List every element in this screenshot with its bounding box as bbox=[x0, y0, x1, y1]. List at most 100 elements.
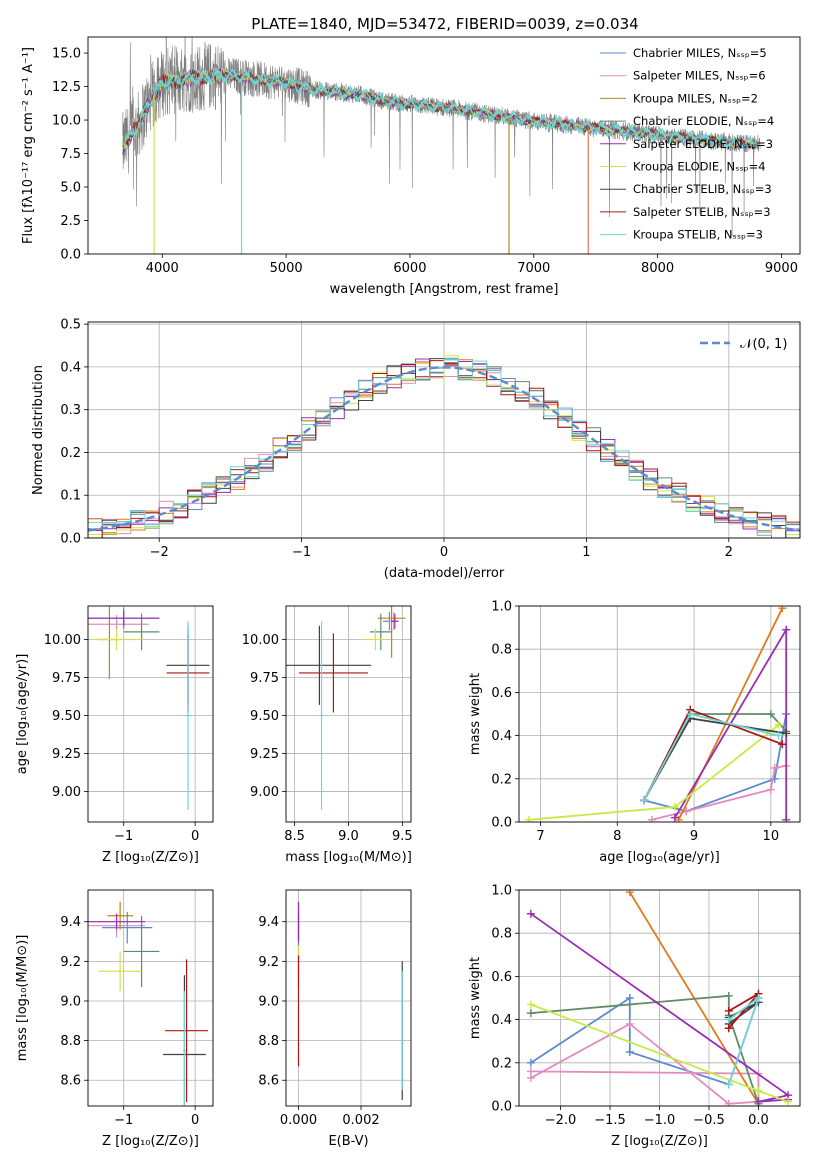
weight-series-3 bbox=[530, 994, 760, 1105]
mass-vs-Z-xtick-label: −1 bbox=[114, 1113, 133, 1128]
residuals-ylabel: Normed distribution bbox=[31, 365, 46, 495]
weight-series-5 bbox=[528, 724, 780, 821]
weight-marker-1 bbox=[625, 1019, 634, 1028]
weight-marker-0 bbox=[625, 1048, 634, 1056]
residuals-xtick-label: −2 bbox=[150, 545, 169, 560]
weight-marker-4 bbox=[526, 909, 535, 918]
spectrum-axes: 4000 5000 6000 7000 8000 9000 0.0 2.5 5.0 7.5 10.0… bbox=[21, 36, 801, 297]
age-vs-Z-xtick-label: −1 bbox=[114, 829, 133, 844]
axes-frame bbox=[87, 605, 214, 823]
weight-vs-age-ytick-label: 0.4 bbox=[491, 729, 512, 744]
model-spectrum-5 bbox=[122, 67, 757, 150]
weight-vs-age-ytick-label: 0.6 bbox=[491, 686, 512, 701]
model-spectrum-8 bbox=[122, 67, 757, 150]
spectrum-ytick-label: 2.5 bbox=[60, 214, 81, 229]
weight-vs-age-xtick-label: 8 bbox=[613, 829, 621, 844]
spectrum-ytick-label: 0.0 bbox=[60, 248, 81, 263]
mass-vs-EBV-ytick-label: 9.2 bbox=[258, 955, 279, 970]
mass-vs-Z-ytick-label: 9.0 bbox=[60, 994, 81, 1009]
weight-marker-1 bbox=[770, 764, 779, 772]
spectrum-ylabel: Flux [fλ10⁻¹⁷ erg cm⁻² s⁻¹ A⁻¹] bbox=[21, 47, 36, 244]
weight-marker-4 bbox=[754, 1097, 763, 1106]
spectrum-ytick-label: 7.5 bbox=[60, 147, 81, 162]
age-vs-Z-ytick-label: 9.75 bbox=[52, 671, 81, 686]
residuals-ytick-label: 0.1 bbox=[60, 489, 81, 504]
weight-vs-age-xtick-label: 9 bbox=[690, 829, 698, 844]
weight-vs-Z-xtick-label: −0.5 bbox=[693, 1113, 725, 1128]
spectrum-ytick-label: 10.0 bbox=[52, 114, 81, 129]
weight-series-1 bbox=[530, 1022, 760, 1105]
residuals-ytick-label: 0.0 bbox=[60, 532, 81, 547]
weight-marker-8 bbox=[774, 731, 783, 740]
legend-label: Kroupa MILES, Nₛₛₚ=2 bbox=[633, 91, 758, 105]
mass-vs-Z-ytick-label: 9.2 bbox=[60, 955, 81, 970]
spectrum-xtick-label: 8000 bbox=[641, 261, 674, 276]
weight-vs-Z-ytick-label: 0.2 bbox=[491, 1056, 512, 1071]
residuals-xlabel: (data-model)/error bbox=[384, 566, 505, 581]
age-vs-Z-plot-area bbox=[88, 606, 210, 810]
weight-vs-Z-xlabel: Z [log₁₀(Z/Z⊙)] bbox=[611, 1134, 708, 1149]
age-vs-Z-ytick-label: 10.00 bbox=[44, 633, 81, 648]
weight-vs-Z-axes: −2.0 −1.5 −1.0 −0.5 0.0 0.0 0.2 0.4 0.6 0.8 1.0 Z [… bbox=[468, 884, 801, 1149]
mass-vs-Z-plot-area bbox=[88, 901, 208, 1106]
age-vs-Z-xlabel: Z [log₁₀(Z/Z⊙)] bbox=[102, 850, 199, 865]
mass-vs-Z-xlabel: Z [log₁₀(Z/Z⊙)] bbox=[102, 1134, 199, 1149]
residuals-axes: −2 −1 0 1 2 0.0 0.1 0.2 0.3 0.4 0.5 (data-model)/er… bbox=[31, 318, 801, 581]
weight-vs-age-ytick-label: 0.2 bbox=[491, 772, 512, 787]
weight-marker-3 bbox=[526, 1009, 535, 1018]
age-vs-mass-xtick-label: 9.0 bbox=[338, 829, 359, 844]
axes-frame bbox=[87, 889, 214, 1107]
residuals-xtick-label: 1 bbox=[582, 545, 590, 560]
weight-marker-5 bbox=[524, 815, 533, 822]
weight-marker-6 bbox=[782, 729, 791, 738]
legend-label: Salpeter STELIB, Nₛₛₚ=3 bbox=[633, 205, 771, 219]
weight-marker-4 bbox=[782, 815, 791, 822]
mass-vs-Z-axes: −1 0 8.6 8.8 9.0 9.2 9.4 Z [log₁₀(Z/Z⊙)] mass [l… bbox=[15, 889, 214, 1149]
weight-marker-1 bbox=[724, 1099, 733, 1106]
weight-marker-8 bbox=[754, 994, 763, 1002]
age-vs-mass-xtick-label: 8.5 bbox=[284, 829, 305, 844]
axes-frame bbox=[285, 605, 412, 823]
legend-label: Kroupa ELODIE, Nₛₛₚ=4 bbox=[633, 160, 766, 174]
spectrum-xtick-label: 6000 bbox=[393, 261, 426, 276]
spectrum-xtick-label: 5000 bbox=[270, 261, 303, 276]
mass-vs-EBV-ytick-label: 9.0 bbox=[258, 994, 279, 1009]
age-vs-Z-axes: −1 0 9.00 9.25 9.50 9.75 10.00 Z [log₁₀(Z/Z⊙)] a… bbox=[15, 605, 214, 865]
weight-vs-age-xtick-label: 7 bbox=[536, 829, 544, 844]
weight-vs-Z-ytick-label: 0.4 bbox=[491, 1013, 512, 1028]
age-vs-Z-ytick-label: 9.50 bbox=[52, 709, 81, 724]
mass-vs-EBV-ytick-label: 9.4 bbox=[258, 915, 279, 930]
weight-vs-age-ytick-label: 1.0 bbox=[491, 600, 512, 615]
spectrum-plot-area bbox=[122, 37, 761, 254]
weight-vs-Z-ytick-label: 0.6 bbox=[491, 970, 512, 985]
mass-vs-EBV-xtick-label: 0.000 bbox=[280, 1113, 317, 1128]
age-vs-mass-ytick-label: 9.50 bbox=[250, 709, 279, 724]
weight-marker-1 bbox=[647, 815, 656, 822]
spectrum-ytick-label: 15.0 bbox=[52, 47, 81, 62]
mass-vs-EBV-ytick-label: 8.6 bbox=[258, 1074, 279, 1089]
mass-vs-EBV-xtick-label: 0.002 bbox=[342, 1113, 379, 1128]
age-vs-mass-xtick-label: 9.5 bbox=[392, 829, 413, 844]
mass-vs-Z-ytick-label: 9.4 bbox=[60, 915, 81, 930]
weight-marker-8 bbox=[686, 710, 695, 718]
legend-label: Chabrier STELIB, Nₛₛₚ=3 bbox=[633, 182, 772, 196]
age-vs-mass-ytick-label: 10.00 bbox=[242, 633, 279, 648]
weight-marker-2 bbox=[625, 890, 634, 897]
age-vs-mass-xlabel: mass [log₁₀(M/M⊙)] bbox=[285, 850, 412, 865]
mass-vs-Z-xtick-label: 0 bbox=[191, 1113, 199, 1128]
weight-marker-8 bbox=[640, 796, 649, 805]
legend-label: Kroupa STELIB, Nₛₛₚ=3 bbox=[633, 228, 763, 242]
weight-vs-age-ytick-label: 0.0 bbox=[491, 816, 512, 831]
mass-vs-Z-ylabel: mass [log₁₀(M/M⊙)] bbox=[15, 935, 30, 1062]
weight-marker-5 bbox=[526, 1000, 535, 1009]
model-spectrum-top bbox=[123, 68, 757, 150]
age-vs-mass-axes: 8.5 9.0 9.5 9.00 9.25 9.50 9.75 10.00 mass [log₁… bbox=[242, 605, 413, 865]
legend-label: Chabrier MILES, Nₛₛₚ=5 bbox=[633, 46, 767, 60]
axes-frame bbox=[518, 605, 801, 823]
weight-marker-1 bbox=[526, 1067, 535, 1076]
age-vs-Z-ytick-label: 9.25 bbox=[52, 747, 81, 762]
weight-marker-5 bbox=[754, 1086, 763, 1095]
weight-marker-8 bbox=[724, 1080, 733, 1089]
age-vs-Z-ytick-label: 9.00 bbox=[52, 785, 81, 800]
